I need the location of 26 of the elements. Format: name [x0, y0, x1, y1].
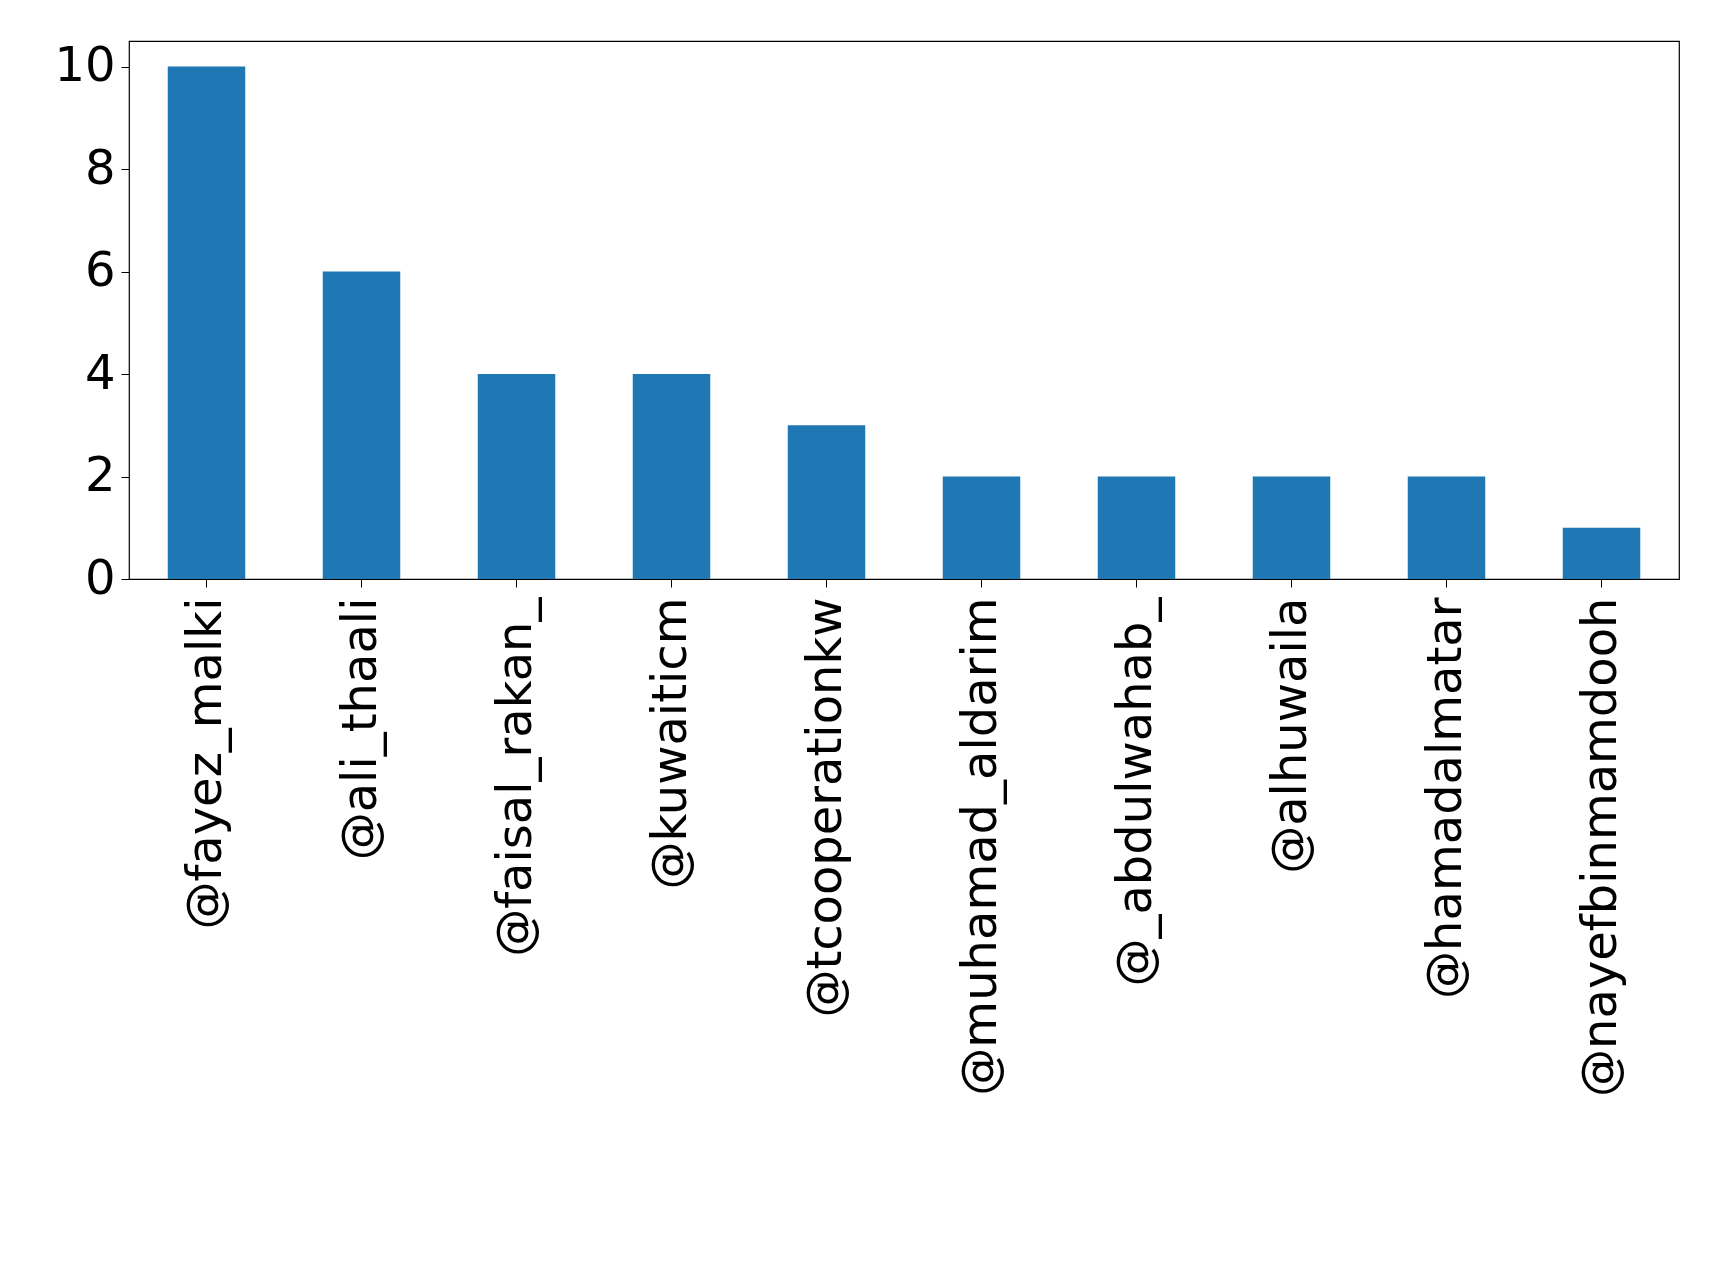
bar [632, 374, 711, 579]
x-tick-label: @alhuwaila [1260, 597, 1317, 874]
bar [1252, 476, 1331, 579]
x-tick-label: @faisal_rakan_ [485, 596, 542, 957]
bar [1562, 527, 1641, 579]
bar [787, 425, 866, 579]
y-tick-label: 6 [84, 241, 116, 298]
bar [1407, 476, 1486, 579]
bar [942, 476, 1021, 579]
x-tick-label: @kuwaiticm [640, 597, 697, 890]
bar [322, 271, 401, 579]
bar [1097, 476, 1176, 579]
y-tick-label: 8 [84, 138, 116, 195]
x-tick-label: @nayefbinmamdooh [1570, 597, 1627, 1097]
bar [167, 66, 246, 579]
x-tick-label: @_abdulwahab_ [1105, 596, 1162, 987]
y-tick-label: 2 [84, 446, 116, 503]
x-tick-label: @tcooperationkw [795, 597, 852, 1018]
y-tick-label: 4 [84, 343, 116, 400]
x-tick-label: @fayez_malki [175, 597, 232, 930]
x-tick-label: @hamadalmatar [1415, 597, 1472, 999]
x-tick-label: @ali_thaali [330, 597, 387, 861]
bar [477, 374, 556, 579]
x-tick-label: @muhamad_aldarim [950, 597, 1007, 1096]
y-tick-label: 10 [54, 36, 116, 93]
y-tick-label: 0 [84, 548, 116, 605]
